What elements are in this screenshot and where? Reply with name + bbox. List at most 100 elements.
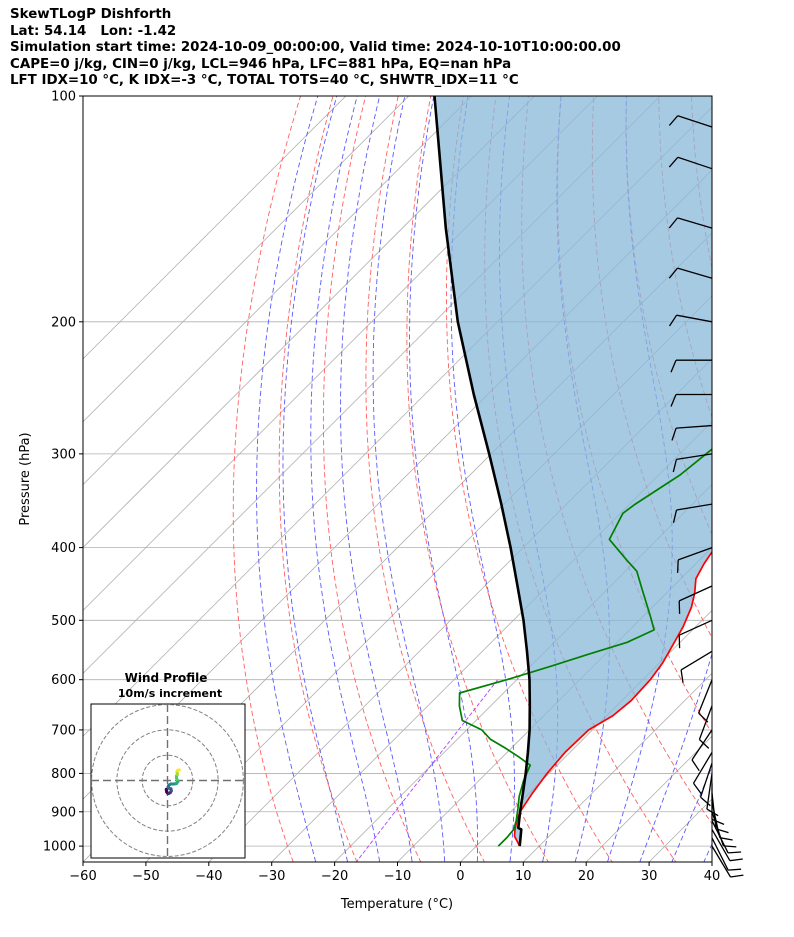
series-layer [433, 96, 712, 847]
barb-shaft [691, 729, 713, 761]
dry-adiabat [365, 96, 486, 862]
isotherm-line [83, 96, 473, 486]
isotherm-line [334, 484, 712, 862]
barb-shaft [692, 752, 713, 784]
barb-shaft [678, 585, 713, 602]
barb-flag [691, 759, 700, 772]
y-tick-label: 800 [51, 767, 76, 782]
barb-flag [700, 796, 711, 807]
barb-flag [729, 858, 743, 862]
isotherm-line [522, 672, 712, 862]
x-axis-label: Temperature (°C) [340, 897, 453, 912]
barb-shaft [677, 217, 713, 229]
dry-adiabat [278, 96, 358, 862]
wind-barb [711, 829, 743, 862]
barb-shaft [677, 115, 713, 128]
barb-shaft [676, 424, 713, 429]
moist-adiabat [372, 96, 446, 862]
wind-barb [676, 546, 713, 573]
wind-barb [678, 619, 713, 649]
isotherm-line [83, 96, 410, 423]
wind-barb [672, 503, 713, 523]
barb-shaft [698, 705, 713, 740]
dry-adiabat [722, 62, 794, 878]
barb-flag [728, 868, 742, 871]
barb-shaft [677, 156, 713, 170]
x-tick-label: −10 [384, 869, 411, 884]
barb-shaft [676, 453, 713, 461]
wind-barb [670, 393, 713, 407]
cape-cin-fill [434, 96, 712, 847]
time-line: Simulation start time: 2024-10-09_00:00:… [10, 40, 621, 56]
barb-flag [692, 782, 702, 795]
barb-flag [668, 267, 679, 279]
wind-barb [672, 453, 713, 473]
wind-barb [670, 359, 713, 373]
wind-barb [711, 793, 729, 834]
barb-flag [719, 837, 733, 841]
wind-barb [668, 156, 713, 170]
moist-adiabat [282, 96, 349, 862]
y-tick-label: 100 [51, 90, 76, 105]
barb-flag [672, 459, 678, 473]
barb-shaft [711, 793, 717, 829]
y-tick-label: 200 [51, 315, 76, 330]
wind-barb [697, 679, 713, 723]
chart-title: SkewTLogP Dishforth [10, 7, 172, 22]
y-axis-label: Pressure (hPa) [18, 432, 33, 525]
barb-shaft [699, 762, 713, 798]
x-tick-label: 30 [641, 869, 658, 884]
hodograph-title: Wind Profile [125, 671, 208, 685]
y-tick-label: 700 [51, 723, 76, 738]
barb-flag [670, 359, 677, 373]
barb-flag [715, 828, 729, 834]
barb-shaft [697, 679, 713, 714]
wind-barb [691, 729, 713, 772]
barb-shaft [676, 503, 713, 511]
barb-shaft [680, 650, 713, 671]
moist-adiabat [409, 96, 479, 862]
wind-barb [692, 752, 713, 795]
y-tick-label: 900 [51, 805, 76, 820]
x-tick-label: −50 [132, 869, 159, 884]
isotherm-line [396, 546, 712, 862]
y-tick-label: 400 [51, 541, 76, 556]
isotherm-line [459, 609, 712, 862]
wind-barb [711, 783, 725, 826]
barb-shaft [711, 829, 731, 862]
isotherm-line [83, 96, 536, 549]
y-tick-label: 600 [51, 673, 76, 688]
wind-barb [668, 267, 713, 279]
barb-flag [668, 156, 679, 168]
dry-adiabat [406, 96, 549, 862]
x-tick-label: −60 [69, 869, 96, 884]
wind-barb [711, 845, 744, 878]
barb-flag [730, 874, 744, 878]
moist-adiabat [671, 765, 712, 862]
barb-shaft [676, 314, 713, 323]
mixing-ratio-line [355, 679, 499, 862]
dry-adiabat [322, 96, 422, 862]
location-line: Lat: 54.14 Lon: -1.42 [10, 23, 177, 39]
moist-adiabat [310, 96, 381, 862]
moist-adiabat [639, 96, 712, 862]
hodograph-subtitle: 10m/s increment [118, 687, 222, 700]
barb-shaft [677, 546, 713, 561]
wind-barb [678, 585, 713, 614]
barb-shaft [678, 619, 713, 636]
moist-adiabat [450, 96, 515, 862]
barb-shaft [711, 837, 729, 871]
wind-barb [668, 217, 713, 229]
x-tick-label: −30 [258, 869, 285, 884]
header-text: SkewTLogP Dishforth Lat: 54.14 Lon: -1.4… [10, 7, 621, 90]
cape-fill-layer [434, 96, 712, 847]
hodograph-plot [91, 704, 245, 858]
barb-flag [672, 509, 678, 523]
isotherm-line [585, 735, 712, 862]
wind-barb [698, 705, 713, 749]
x-tick-label: 10 [515, 869, 532, 884]
wind-barb [668, 314, 713, 327]
temperature-line [513, 550, 712, 847]
wind-barb [680, 650, 713, 683]
